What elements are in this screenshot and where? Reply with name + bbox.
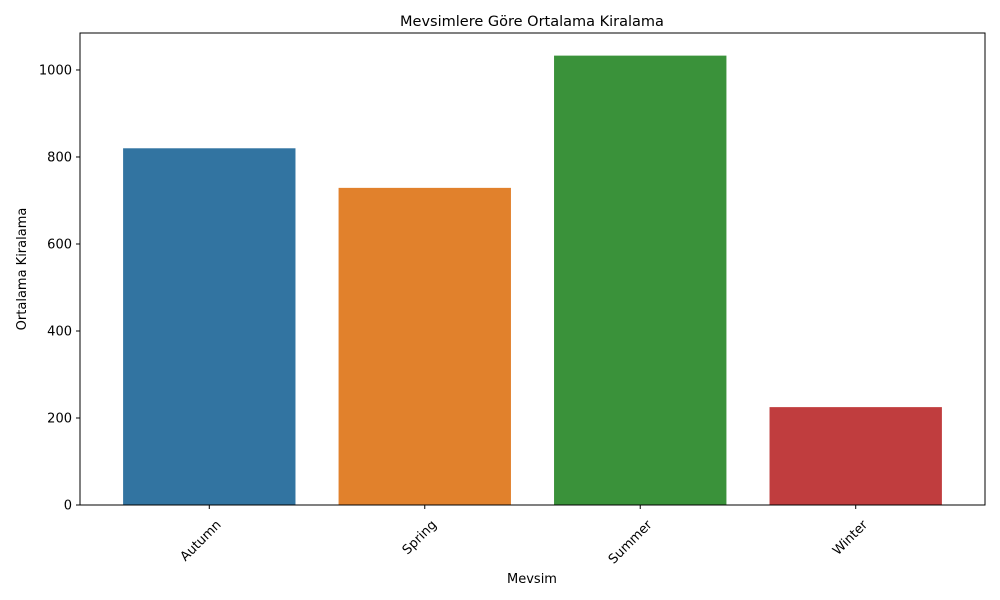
bar-spring bbox=[338, 187, 511, 505]
y-tick-label: 200 bbox=[47, 411, 72, 426]
y-tick-label: 0 bbox=[64, 499, 72, 514]
y-tick-label: 400 bbox=[47, 324, 72, 339]
x-tick-label: Summer bbox=[606, 517, 656, 567]
y-axis-ticks: 0 200 400 600 800 1000 bbox=[39, 63, 80, 514]
y-tick-label: 600 bbox=[47, 237, 72, 252]
x-axis-ticks: Autumn Spring Summer Winter bbox=[178, 505, 871, 567]
x-tick-label: Winter bbox=[830, 517, 871, 558]
y-tick-label: 800 bbox=[47, 150, 72, 165]
y-axis-label: Ortalama Kiralama bbox=[15, 208, 30, 331]
y-tick-label: 1000 bbox=[39, 63, 72, 78]
x-tick-label: Spring bbox=[400, 518, 440, 558]
bar-winter bbox=[769, 407, 942, 505]
bar-autumn bbox=[123, 148, 296, 505]
x-axis-label: Mevsim bbox=[507, 572, 557, 587]
bar-summer bbox=[554, 55, 727, 506]
x-tick-label: Autumn bbox=[178, 518, 225, 565]
chart-title: Mevsimlere Göre Ortalama Kiralama bbox=[400, 14, 664, 30]
bars-group bbox=[123, 55, 942, 506]
plot-frame bbox=[79, 32, 986, 506]
